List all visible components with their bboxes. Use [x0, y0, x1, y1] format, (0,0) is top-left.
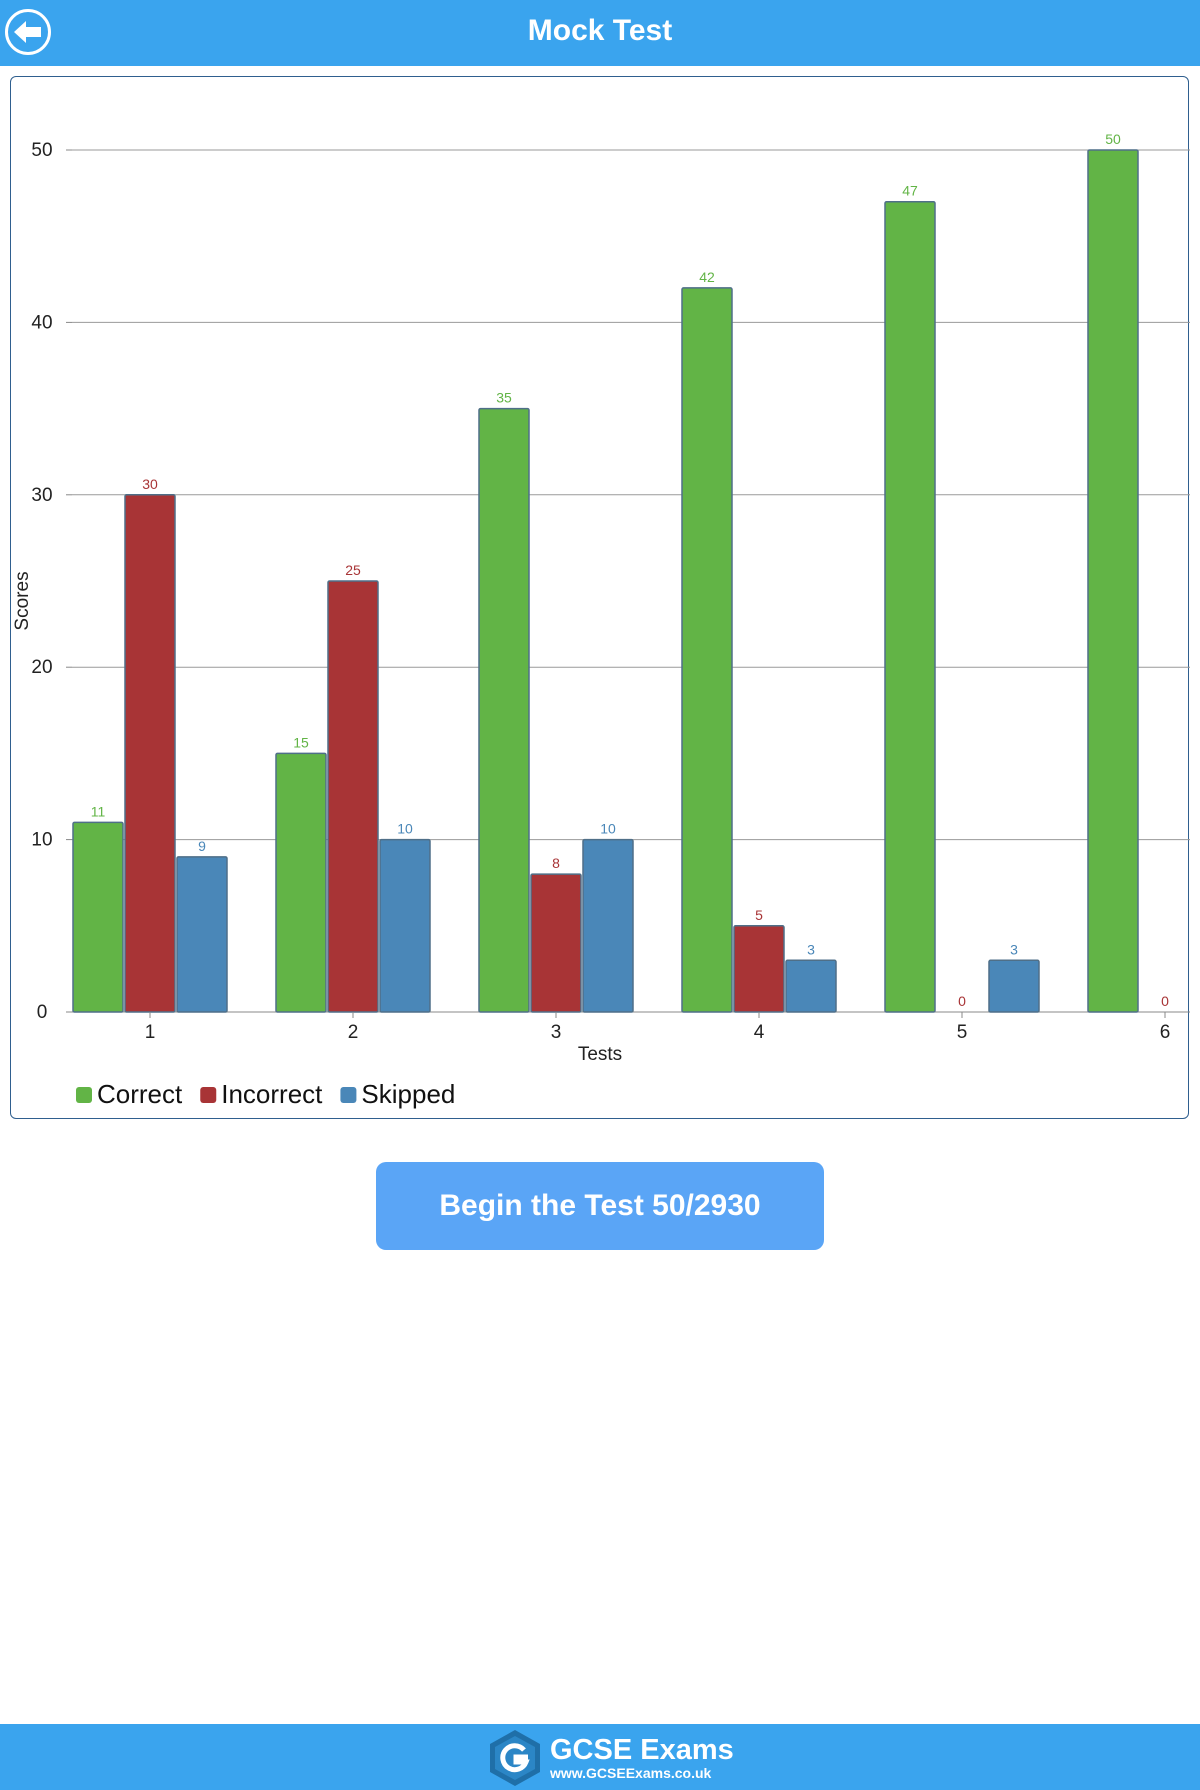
- chart-card: 0 10 20 30 40 50 Scores 11 30 9 1 15 25 10 2 35 8 10 3 42 5 3…: [10, 76, 1190, 1119]
- data-label-incorrect: 0: [1161, 993, 1169, 1009]
- y-tick-label: 30: [31, 485, 52, 506]
- data-label-incorrect: 8: [552, 855, 560, 871]
- x-tick-label: 2: [348, 1022, 359, 1043]
- bar-correct: [275, 752, 327, 1013]
- legend-swatch-incorrect: [200, 1087, 217, 1103]
- bar-incorrect: [124, 494, 176, 1013]
- data-label-skipped: 3: [807, 941, 815, 957]
- footer-logo[interactable]: GCSE Exams www.GCSEExams.co.uk: [486, 1728, 734, 1788]
- x-tick-label: 6: [1160, 1022, 1171, 1043]
- bar-correct: [1087, 149, 1139, 1013]
- data-label-skipped: 9: [198, 838, 206, 854]
- x-axis-title: Tests: [578, 1044, 622, 1065]
- back-arrow-circle-icon[interactable]: [4, 8, 52, 56]
- data-label-skipped: 10: [600, 821, 616, 837]
- y-tick-label: 10: [31, 830, 52, 851]
- data-label-incorrect: 5: [755, 907, 763, 923]
- bar-correct: [884, 200, 936, 1013]
- data-label-correct: 11: [91, 803, 106, 819]
- data-label-correct: 42: [699, 269, 715, 285]
- gcse-hexagon-logo-icon: [490, 1730, 540, 1786]
- data-label-skipped: 10: [397, 821, 413, 837]
- bar-skipped: [785, 959, 837, 1013]
- scores-bar-chart: 01020304050Scores11309115251023581034253…: [12, 131, 1190, 1109]
- x-tick-label: 4: [754, 1022, 765, 1043]
- legend-label-incorrect: Incorrect: [221, 1079, 323, 1109]
- data-label-correct: 47: [902, 183, 918, 199]
- y-tick-label: 0: [37, 1002, 48, 1023]
- legend-swatch-correct: [76, 1087, 92, 1103]
- y-tick-label: 40: [31, 312, 52, 333]
- bar-skipped: [582, 838, 634, 1013]
- page-title: Mock Test: [527, 14, 673, 47]
- bar-correct: [681, 287, 733, 1013]
- legend-label-correct: Correct: [97, 1079, 183, 1109]
- y-tick-label: 20: [31, 657, 52, 678]
- y-axis-title: Scores: [12, 571, 33, 630]
- x-tick-label: 1: [145, 1022, 156, 1043]
- y-tick-label: 50: [31, 140, 52, 161]
- data-label-incorrect: 25: [345, 562, 361, 578]
- data-label-correct: 35: [496, 390, 512, 406]
- legend-label-skipped: Skipped: [361, 1079, 455, 1109]
- bar-skipped: [176, 856, 228, 1013]
- data-label-correct: 50: [1105, 131, 1121, 147]
- bar-incorrect: [733, 925, 785, 1013]
- data-label-correct: 15: [293, 734, 309, 750]
- top-app-bar: Mock Test: [0, 0, 1200, 66]
- x-tick-label: 5: [957, 1022, 968, 1043]
- data-label-incorrect: 30: [142, 476, 158, 492]
- footer-logo-url: www.GCSEExams.co.uk: [550, 1765, 712, 1781]
- footer-bar: GCSE Exams www.GCSEExams.co.uk: [0, 1724, 1200, 1790]
- bar-correct: [72, 821, 124, 1013]
- x-tick-label: 3: [551, 1022, 562, 1043]
- footer-logo-name: GCSE Exams: [550, 1734, 734, 1766]
- bar-incorrect: [327, 580, 379, 1013]
- bar-skipped: [379, 838, 431, 1013]
- bar-correct: [478, 407, 530, 1013]
- legend-swatch-skipped: [340, 1087, 357, 1103]
- data-label-incorrect: 0: [958, 993, 966, 1009]
- data-label-skipped: 3: [1010, 941, 1018, 957]
- begin-test-button[interactable]: Begin the Test 50/2930: [376, 1162, 824, 1250]
- bar-skipped: [988, 959, 1040, 1013]
- bar-incorrect: [530, 873, 582, 1013]
